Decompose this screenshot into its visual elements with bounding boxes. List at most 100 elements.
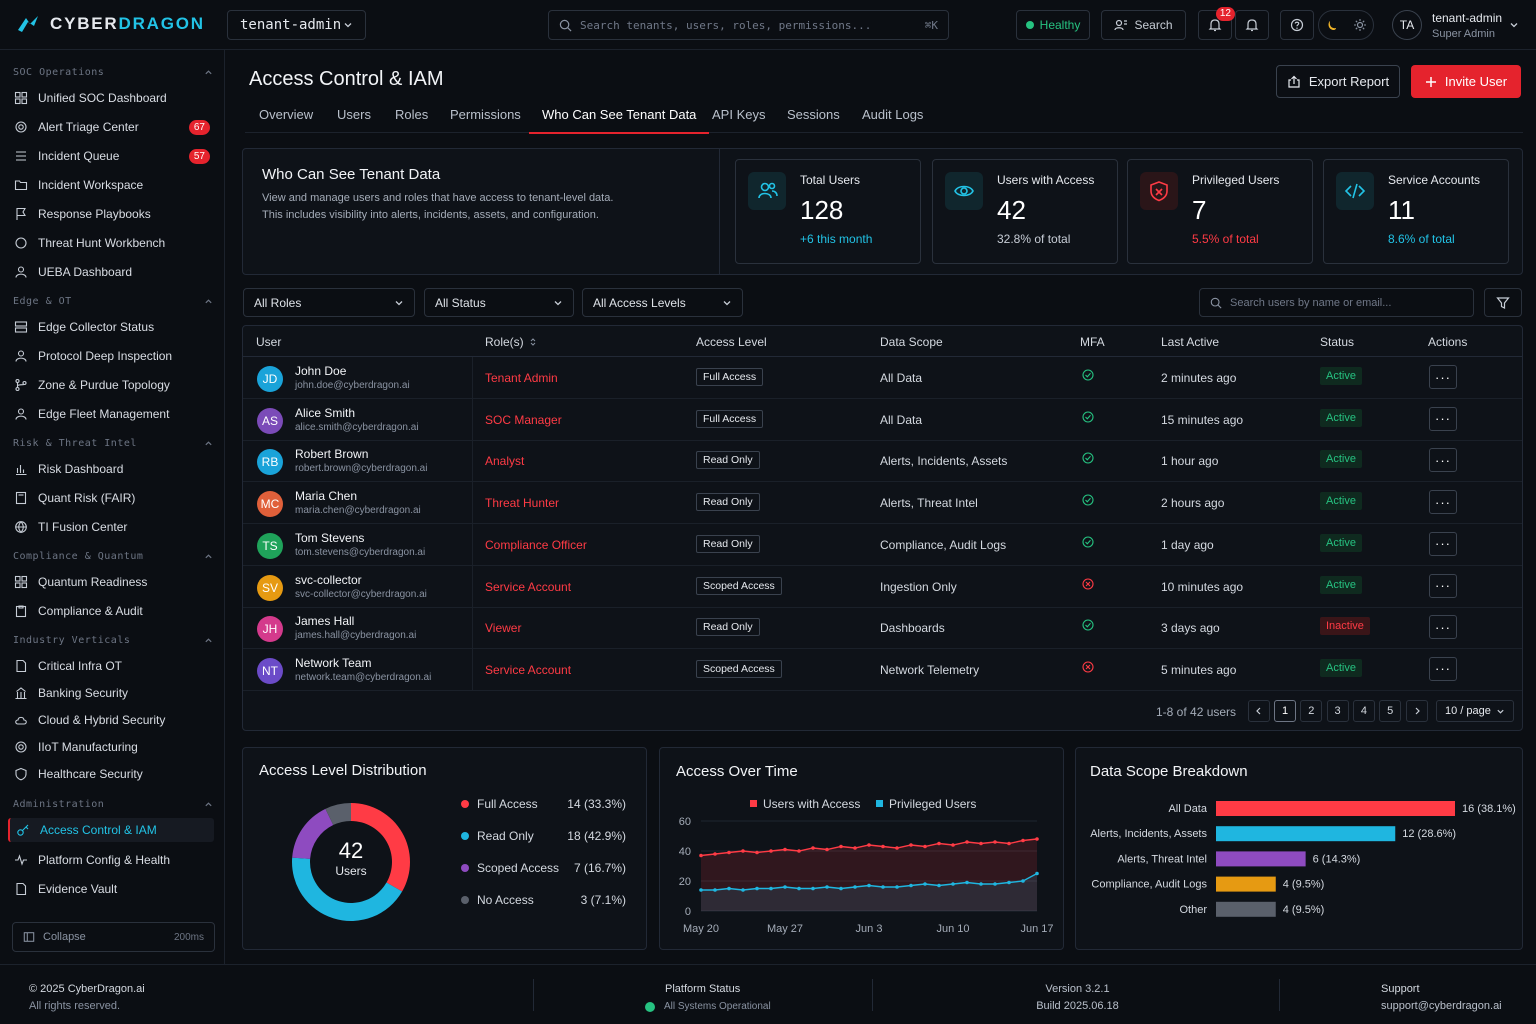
sidebar-item-quant-risk-fair[interactable]: Quant Risk (FAIR) bbox=[8, 486, 214, 510]
donut-slice-read-only[interactable] bbox=[292, 857, 403, 921]
sidebar-section-header[interactable]: SOC Operations bbox=[13, 67, 213, 78]
table-row[interactable]: RB Robert Brown robert.brown@cyberdragon.a… bbox=[243, 440, 1522, 483]
role-filter[interactable]: All Roles bbox=[243, 288, 415, 317]
health-indicator[interactable]: Healthy bbox=[1016, 10, 1090, 40]
sidebar-section-header[interactable]: Compliance & Quantum bbox=[13, 551, 213, 562]
user-role[interactable]: Threat Hunter bbox=[485, 496, 560, 511]
table-row[interactable]: NT Network Team network.team@cyberdragon.a… bbox=[243, 648, 1522, 691]
sidebar-item-incident-workspace[interactable]: Incident Workspace bbox=[8, 173, 214, 197]
sidebar-item-alert-triage-center[interactable]: Alert Triage Center 67 bbox=[8, 115, 214, 139]
export-report-button[interactable]: Export Report bbox=[1276, 65, 1400, 98]
table-row[interactable]: JH James Hall james.hall@cyberdragon.ai Vie… bbox=[243, 607, 1522, 650]
access-level-filter[interactable]: All Access Levels bbox=[582, 288, 743, 317]
user-role[interactable]: Viewer bbox=[485, 621, 522, 636]
sidebar-item-protocol-deep-inspection[interactable]: Protocol Deep Inspection bbox=[8, 344, 214, 368]
user-role[interactable]: Tenant Admin bbox=[485, 371, 558, 385]
user-role[interactable]: Analyst bbox=[485, 454, 525, 469]
user-role[interactable]: SOC Manager bbox=[485, 412, 562, 427]
sidebar-item-ti-fusion-center[interactable]: TI Fusion Center bbox=[8, 515, 214, 539]
pagination-next[interactable] bbox=[1406, 700, 1428, 722]
tab-sessions[interactable]: Sessions bbox=[787, 107, 840, 122]
sidebar-item-compliance-audit[interactable]: Compliance & Audit bbox=[8, 599, 214, 623]
advanced-filter-button[interactable] bbox=[1484, 288, 1522, 317]
row-actions-button[interactable]: ··· bbox=[1429, 490, 1457, 515]
brand-logo[interactable]: CYBERDRAGON bbox=[16, 14, 205, 34]
sidebar-item-banking-security[interactable]: Banking Security bbox=[8, 681, 214, 705]
stat-card-total-users[interactable]: Total Users 128 +6 this month bbox=[735, 159, 921, 264]
column-header-role-s-[interactable]: Role(s) bbox=[485, 335, 537, 349]
sidebar-item-evidence-vault[interactable]: Evidence Vault bbox=[8, 877, 214, 901]
pagination-page[interactable]: 3 bbox=[1326, 700, 1349, 722]
status-filter[interactable]: All Status bbox=[424, 288, 574, 317]
sidebar-item-risk-dashboard[interactable]: Risk Dashboard bbox=[8, 457, 214, 481]
invite-user-button[interactable]: Invite User bbox=[1411, 65, 1521, 98]
sidebar-item-zone-purdue-topology[interactable]: Zone & Purdue Topology bbox=[8, 373, 214, 397]
sidebar-item-cloud-hybrid-security[interactable]: Cloud & Hybrid Security bbox=[8, 708, 214, 732]
user-menu-chevron-icon[interactable] bbox=[1509, 20, 1519, 30]
collapse-sidebar-button[interactable]: Collapse 200ms bbox=[12, 922, 215, 952]
bar-all-data[interactable] bbox=[1216, 801, 1455, 816]
row-actions-button[interactable]: ··· bbox=[1429, 365, 1457, 389]
sidebar-section-header[interactable]: Administration bbox=[13, 799, 213, 810]
stat-card-privileged-users[interactable]: Privileged Users 7 5.5% of total bbox=[1127, 159, 1313, 264]
sidebar-item-edge-fleet-management[interactable]: Edge Fleet Management bbox=[8, 402, 214, 426]
user-name[interactable]: Alice Smith bbox=[295, 405, 356, 420]
tab-roles[interactable]: Roles bbox=[395, 107, 429, 122]
tab-api-keys[interactable]: API Keys bbox=[712, 107, 766, 122]
row-actions-button[interactable]: ··· bbox=[1429, 656, 1457, 681]
notifications-button[interactable]: 12 bbox=[1198, 7, 1235, 40]
help-button[interactable] bbox=[1280, 10, 1314, 40]
sidebar-item-edge-collector-status[interactable]: Edge Collector Status bbox=[8, 315, 214, 339]
sidebar-item-iiot-manufacturing[interactable]: IIoT Manufacturing bbox=[8, 735, 214, 759]
bar-other[interactable] bbox=[1216, 901, 1276, 917]
row-actions-button[interactable]: ··· bbox=[1429, 406, 1457, 431]
pagination-page[interactable]: 4 bbox=[1352, 700, 1375, 722]
tab-permissions[interactable]: Permissions bbox=[450, 107, 521, 122]
user-info[interactable]: tenant-admin Super Admin bbox=[1432, 11, 1502, 40]
user-name[interactable]: Robert Brown bbox=[295, 447, 369, 462]
sidebar-item-threat-hunt-workbench[interactable]: Threat Hunt Workbench bbox=[8, 231, 214, 255]
user-role[interactable]: Service Account bbox=[485, 579, 572, 594]
user-avatar[interactable]: TA bbox=[1392, 10, 1422, 40]
pagination-prev[interactable] bbox=[1248, 700, 1270, 722]
sidebar-section-header[interactable]: Industry Verticals bbox=[13, 635, 213, 646]
donut-slice-full-access[interactable] bbox=[351, 803, 410, 892]
user-name[interactable]: Maria Chen bbox=[295, 489, 358, 504]
user-name[interactable]: svc-collector bbox=[295, 572, 362, 587]
sidebar-item-quantum-readiness[interactable]: Quantum Readiness bbox=[8, 570, 214, 594]
table-row[interactable]: SV svc-collector svc-collector@cyberdragon… bbox=[243, 565, 1522, 608]
user-search-input[interactable]: Search users by name or email... bbox=[1199, 288, 1474, 317]
pagination-page[interactable]: 5 bbox=[1379, 700, 1402, 722]
sidebar-item-incident-queue[interactable]: Incident Queue 57 bbox=[8, 144, 214, 168]
row-actions-button[interactable]: ··· bbox=[1429, 531, 1457, 556]
table-row[interactable]: AS Alice Smith alice.smith@cyberdragon.ai S… bbox=[243, 398, 1522, 441]
sidebar-section-header[interactable]: Edge & OT bbox=[13, 296, 213, 307]
footer-support-email[interactable]: support@cyberdragon.ai bbox=[1381, 1000, 1502, 1012]
stat-card-users-with-access[interactable]: Users with Access 42 32.8% of total bbox=[932, 159, 1118, 264]
tab-who-can-see-tenant-data[interactable]: Who Can See Tenant Data bbox=[529, 107, 710, 134]
bar-compliance-audit-logs[interactable] bbox=[1216, 876, 1276, 892]
user-role[interactable]: Compliance Officer bbox=[485, 537, 587, 552]
sidebar-item-access-control-iam[interactable]: Access Control & IAM bbox=[8, 818, 214, 842]
user-role[interactable]: Service Account bbox=[485, 662, 572, 677]
sidebar-item-response-playbooks[interactable]: Response Playbooks bbox=[8, 202, 214, 226]
bar-alerts-threat-intel[interactable] bbox=[1216, 851, 1306, 867]
sidebar-section-header[interactable]: Risk & Threat Intel bbox=[13, 438, 213, 449]
page-size-selector[interactable]: 10 / page bbox=[1436, 700, 1514, 722]
sidebar-item-critical-infra-ot[interactable]: Critical Infra OT bbox=[8, 654, 214, 678]
row-actions-button[interactable]: ··· bbox=[1429, 448, 1457, 473]
global-search-input[interactable]: Search tenants, users, roles, permission… bbox=[548, 10, 949, 40]
theme-toggle[interactable] bbox=[1318, 10, 1374, 40]
sidebar-item-ueba-dashboard[interactable]: UEBA Dashboard bbox=[8, 260, 214, 284]
sidebar-item-healthcare-security[interactable]: Healthcare Security bbox=[8, 762, 214, 786]
stat-card-service-accounts[interactable]: Service Accounts 11 8.6% of total bbox=[1323, 159, 1509, 264]
tab-audit-logs[interactable]: Audit Logs bbox=[862, 107, 924, 122]
row-actions-button[interactable]: ··· bbox=[1429, 573, 1457, 598]
user-name[interactable]: James Hall bbox=[295, 614, 355, 629]
user-name[interactable]: Tom Stevens bbox=[295, 530, 365, 545]
donut-slice-scoped-access[interactable] bbox=[292, 808, 334, 859]
row-actions-button[interactable]: ··· bbox=[1429, 615, 1457, 640]
alerts-button[interactable] bbox=[1235, 10, 1269, 40]
table-row[interactable]: JD John Doe john.doe@cyberdragon.ai Tenant … bbox=[243, 357, 1522, 399]
sidebar-item-platform-config-health[interactable]: Platform Config & Health bbox=[8, 848, 214, 872]
